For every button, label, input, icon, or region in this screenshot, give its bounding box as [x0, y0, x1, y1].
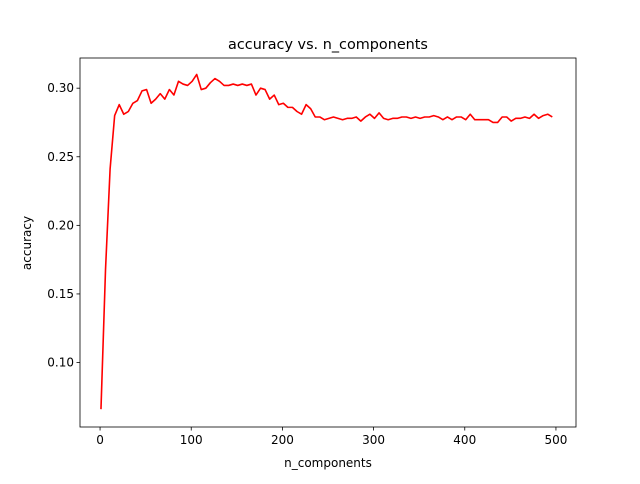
- y-tick-label: 0.15: [47, 287, 74, 301]
- x-tick-label: 200: [271, 433, 294, 447]
- y-tick-label: 0.10: [47, 356, 74, 370]
- x-axis-label: n_components: [284, 456, 372, 470]
- chart-title: accuracy vs. n_components: [228, 37, 428, 53]
- x-tick-label: 300: [362, 433, 385, 447]
- x-tick-label: 100: [180, 433, 203, 447]
- y-axis-ticks: 0.10 0.15 0.20 0.25 0.30: [47, 81, 80, 370]
- x-tick-label: 0: [96, 433, 104, 447]
- y-tick-label: 0.30: [47, 81, 74, 95]
- y-axis-label: accuracy: [20, 216, 34, 270]
- plot-frame: [79, 57, 577, 428]
- y-tick-label: 0.25: [47, 150, 74, 164]
- y-tick-label: 0.20: [47, 218, 74, 232]
- plot-area: [79, 57, 577, 428]
- x-tick-label: 400: [453, 433, 476, 447]
- series-line-0: [100, 73, 553, 410]
- x-axis-ticks: 0 100 200 300 400 500: [96, 427, 567, 447]
- x-tick-label: 500: [544, 433, 567, 447]
